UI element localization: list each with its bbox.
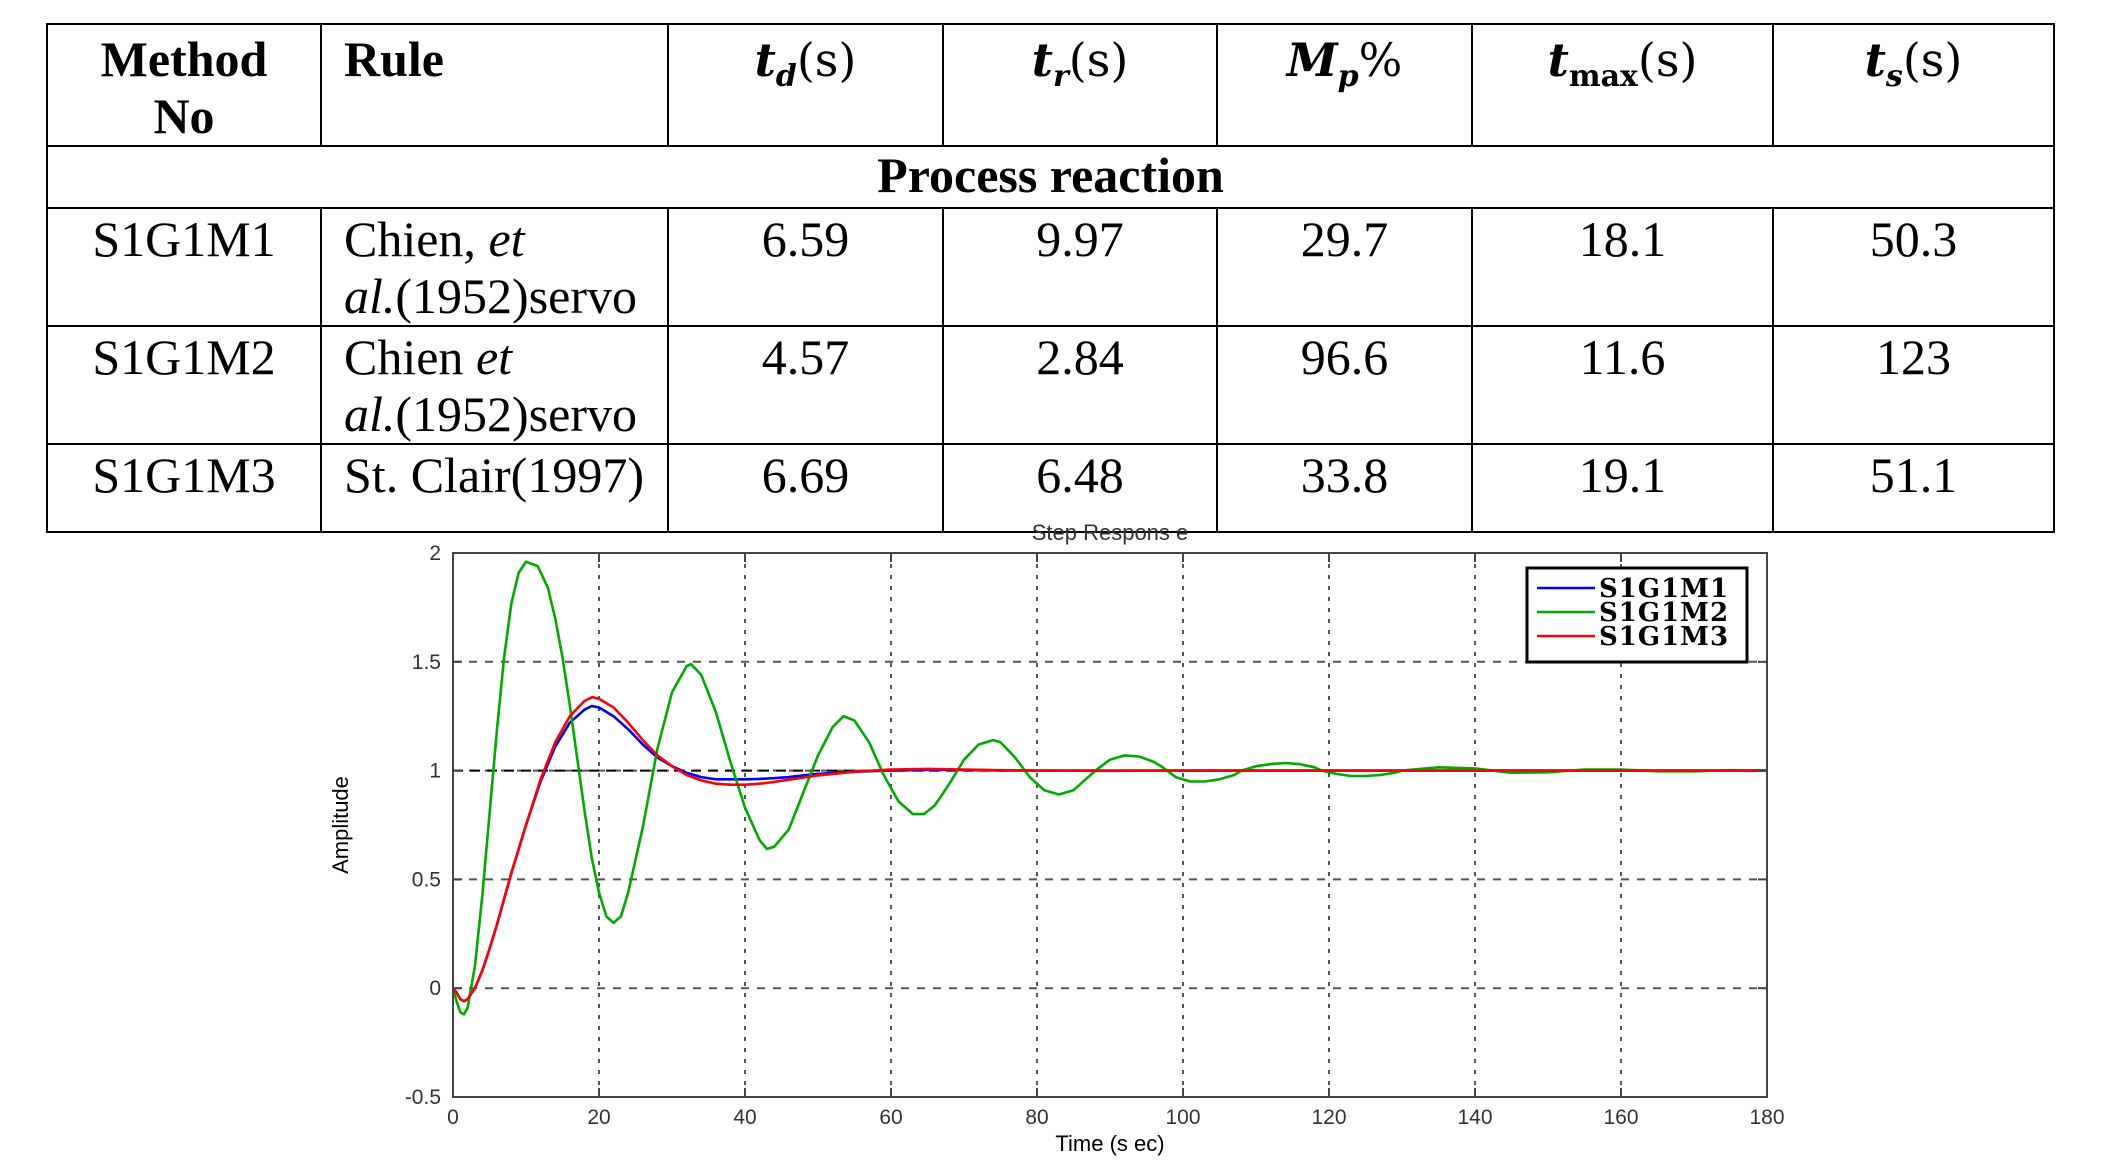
x-tick-label: 20 <box>587 1106 610 1129</box>
x-tick-label: 40 <box>733 1106 756 1129</box>
cell-ts: 50.3 <box>1772 207 2055 327</box>
y-tick-label: 0 <box>429 977 441 1000</box>
legend-label: S1G1M1 <box>1599 574 1729 604</box>
y-tick-label: 0.5 <box>412 868 441 891</box>
header-td: td(s) <box>667 23 944 147</box>
legend-label: S1G1M3 <box>1599 622 1729 652</box>
x-tick-label: 140 <box>1457 1106 1492 1129</box>
x-tick-label: 120 <box>1311 1106 1346 1129</box>
cell-tmax: 19.1 <box>1471 443 1774 533</box>
plot-frame <box>452 552 1768 1098</box>
chart-title: Step Respons e <box>1032 520 1189 545</box>
y-tick-label: 1 <box>429 760 441 783</box>
cell-ts: 123 <box>1772 325 2055 445</box>
cell-mp: 96.6 <box>1216 325 1473 445</box>
x-tick-label: 60 <box>879 1106 902 1129</box>
cell-tr: 9.97 <box>942 207 1218 327</box>
table-row: S1G1M3 St. Clair(1997) 6.69 6.48 33.8 19… <box>46 443 2055 533</box>
cell-mp: 29.7 <box>1216 207 1473 327</box>
header-mp: Mp% <box>1216 23 1473 147</box>
cell-rule: Chien, et al.(1952)servo <box>320 207 669 327</box>
cell-method: S1G1M2 <box>46 325 322 445</box>
legend-box <box>1525 566 1749 664</box>
header-rule: Rule <box>320 23 669 147</box>
cell-tr: 2.84 <box>942 325 1218 445</box>
cell-method: S1G1M1 <box>46 207 322 327</box>
header-ts: ts(s) <box>1772 23 2055 147</box>
y-tick-label: 2 <box>429 542 441 565</box>
table-row: S1G1M1 Chien, et al.(1952)servo 6.59 9.97… <box>46 207 2055 327</box>
x-tick-label: 100 <box>1165 1106 1200 1129</box>
table-row: S1G1M2 Chien et al.(1952)servo 4.57 2.84 … <box>46 325 2055 445</box>
table-header-row: Method No Rule td(s) tr(s) Mp% tmax(s) t… <box>46 23 2055 147</box>
cell-ts: 51.1 <box>1772 443 2055 533</box>
cell-td: 6.69 <box>667 443 944 533</box>
y-axis-label: Amplitude <box>328 776 353 874</box>
header-tr: tr(s) <box>942 23 1218 147</box>
header-method-no: Method No <box>46 23 322 147</box>
table-section-row: Process reaction <box>46 145 2055 209</box>
results-table: Method No Rule td(s) tr(s) Mp% tmax(s) t… <box>46 23 2055 533</box>
x-tick-label: 0 <box>447 1106 459 1129</box>
y-tick-label: 1.5 <box>412 651 441 674</box>
header-method-line2: No <box>153 88 215 144</box>
cell-tmax: 18.1 <box>1471 207 1774 327</box>
series-line-s1g1m3 <box>451 695 1767 1003</box>
header-tmax: tmax(s) <box>1471 23 1774 147</box>
x-tick-label: 180 <box>1749 1106 1784 1129</box>
cell-mp: 33.8 <box>1216 443 1473 533</box>
section-title: Process reaction <box>46 145 2055 209</box>
cell-td: 6.59 <box>667 207 944 327</box>
x-tick-label: 80 <box>1025 1106 1048 1129</box>
header-method-line1: Method <box>100 31 268 87</box>
cell-td: 4.57 <box>667 325 944 445</box>
cell-rule: St. Clair(1997) <box>320 443 669 533</box>
cell-method: S1G1M3 <box>46 443 322 533</box>
cell-tr: 6.48 <box>942 443 1218 533</box>
x-axis-label: Time (s ec) <box>1055 1131 1164 1156</box>
cell-tmax: 11.6 <box>1471 325 1774 445</box>
x-tick-label: 160 <box>1603 1106 1638 1129</box>
cell-rule: Chien et al.(1952)servo <box>320 325 669 445</box>
legend-label: S1G1M2 <box>1599 598 1729 628</box>
y-tick-label: -0.5 <box>405 1086 441 1109</box>
